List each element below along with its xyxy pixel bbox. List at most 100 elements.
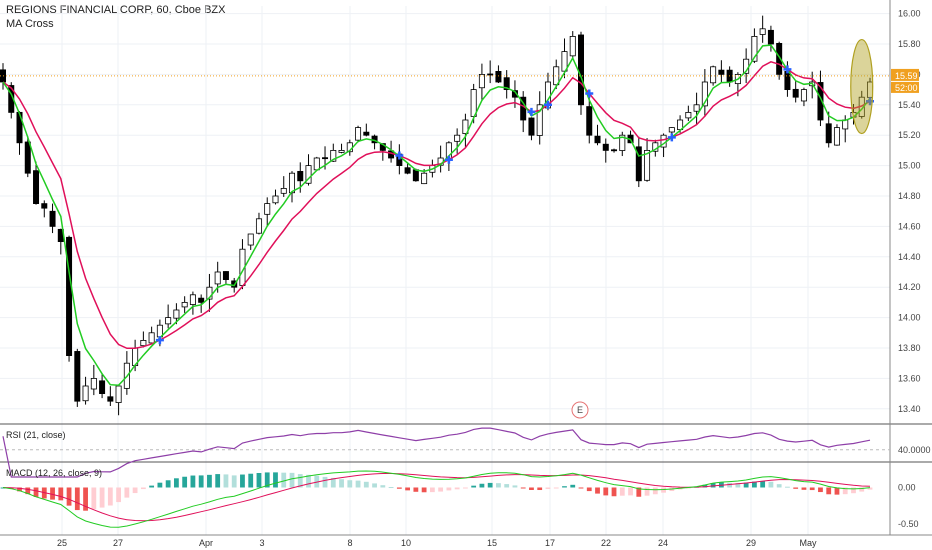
macd-histogram-bar — [652, 487, 658, 495]
candle-body — [751, 36, 758, 62]
candle-body — [693, 104, 700, 112]
overlays: 15.59 52:00 E — [0, 38, 919, 419]
candle-body — [421, 172, 428, 185]
macd-histogram-bar — [562, 486, 567, 488]
candle-body — [685, 112, 692, 119]
macd-histogram-bar — [355, 480, 361, 488]
macd-histogram-bar — [553, 487, 559, 489]
macd-histogram-bar — [611, 487, 617, 497]
macd-histogram-bar — [801, 487, 807, 490]
macd-histogram-bar — [132, 487, 138, 494]
macd-histogram-bar — [116, 487, 121, 503]
macd-histogram-bar — [586, 487, 592, 492]
candle-body — [454, 134, 461, 142]
macd-histogram-bar — [281, 472, 287, 488]
ma-cross-marker — [585, 89, 594, 98]
candle-body — [701, 81, 708, 107]
macd-histogram-bar — [752, 481, 757, 488]
candle-body — [528, 117, 535, 136]
price-tick-label: 15.20 — [898, 130, 921, 140]
chart-title: REGIONS FINANCIAL CORP, 60, Cboe BZX — [6, 4, 226, 16]
macd-histogram-bar — [273, 472, 278, 488]
macd-histogram-bar — [372, 483, 377, 488]
macd-histogram-bar — [793, 487, 799, 489]
candle-body — [536, 104, 543, 136]
macd-pane: 0.00 -0.50 MACD (12, 26, close, 9) — [0, 468, 919, 529]
time-tick-label: 17 — [545, 538, 555, 548]
candle-body — [82, 385, 89, 402]
candle-body — [198, 297, 205, 303]
candle-body — [710, 66, 717, 84]
candle-body — [247, 233, 254, 246]
candle-body — [462, 119, 469, 134]
macd-histogram-bar — [33, 487, 39, 497]
macd-histogram-bar — [487, 482, 493, 488]
macd-histogram-bar — [702, 484, 708, 488]
candle-body — [272, 195, 279, 204]
macd-histogram-bar — [405, 487, 410, 491]
candle-body — [222, 271, 229, 281]
macd-histogram-bar — [520, 487, 526, 489]
macd-histogram-bar — [66, 487, 72, 506]
macd-histogram-bar — [595, 487, 600, 494]
candle-body — [363, 131, 370, 136]
macd-histogram-bar — [818, 487, 823, 493]
macd-histogram-bar — [826, 487, 832, 495]
time-tick-label: May — [799, 538, 817, 548]
macd-histogram-bar — [363, 481, 369, 488]
candle-body — [842, 119, 849, 130]
price-tick-label: 14.20 — [898, 282, 921, 292]
macd-histogram-bar — [471, 485, 477, 488]
candle-body — [404, 167, 411, 174]
candle-body — [578, 34, 585, 106]
candle-body — [297, 170, 304, 182]
macd-histogram-bar — [388, 487, 394, 489]
time-tick-label: Apr — [199, 538, 213, 548]
macd-histogram-bar — [50, 487, 55, 500]
time-tick-label: 24 — [658, 538, 668, 548]
ma-cross-marker — [543, 100, 552, 109]
macd-histogram-bar — [851, 487, 856, 494]
macd-histogram-bar — [330, 477, 336, 488]
macd-tick-label: -0.50 — [898, 519, 919, 529]
candle-body — [668, 127, 675, 133]
macd-histogram-bar — [17, 487, 22, 492]
ma-cross-marker — [783, 65, 792, 74]
candle-body — [288, 172, 295, 194]
highlight-ellipse — [850, 38, 874, 135]
macd-histogram-bar — [190, 475, 196, 488]
candle-body — [784, 71, 791, 91]
macd-histogram-bar — [174, 478, 179, 488]
macd-histogram-bar — [322, 476, 328, 488]
macd-histogram-bar — [578, 487, 584, 489]
price-tick-label: 16.00 — [898, 9, 921, 19]
ma-cross-marker — [155, 336, 164, 345]
candle-body — [635, 146, 642, 182]
macd-histogram-bar — [537, 487, 543, 491]
candle-body — [115, 385, 122, 403]
moving-averages — [2, 44, 871, 386]
grid — [0, 6, 890, 535]
macd-histogram-bar — [570, 484, 576, 488]
earnings-label: E — [577, 405, 583, 415]
candle-body — [33, 170, 40, 205]
candle-body — [569, 36, 576, 57]
macd-histogram-bar — [165, 480, 171, 488]
macd-histogram-bar — [413, 487, 419, 492]
macd-histogram-bar — [289, 472, 295, 488]
candle-body — [478, 74, 485, 89]
time-axis: 25 27 Apr 3 8 10 15 17 22 24 29 May — [57, 538, 817, 548]
macd-histogram-bar — [380, 485, 386, 488]
macd-histogram-bar — [710, 483, 716, 488]
candle-body — [776, 42, 783, 75]
macd-histogram-bar — [785, 486, 790, 488]
candle-body — [644, 149, 651, 181]
macd-histogram-bar — [198, 475, 204, 488]
candle-body — [66, 236, 73, 356]
candle-body — [140, 339, 147, 347]
candle-body — [611, 149, 618, 152]
candle-body — [322, 157, 329, 160]
candle-body — [206, 286, 213, 300]
macd-histogram-bar — [760, 480, 766, 488]
